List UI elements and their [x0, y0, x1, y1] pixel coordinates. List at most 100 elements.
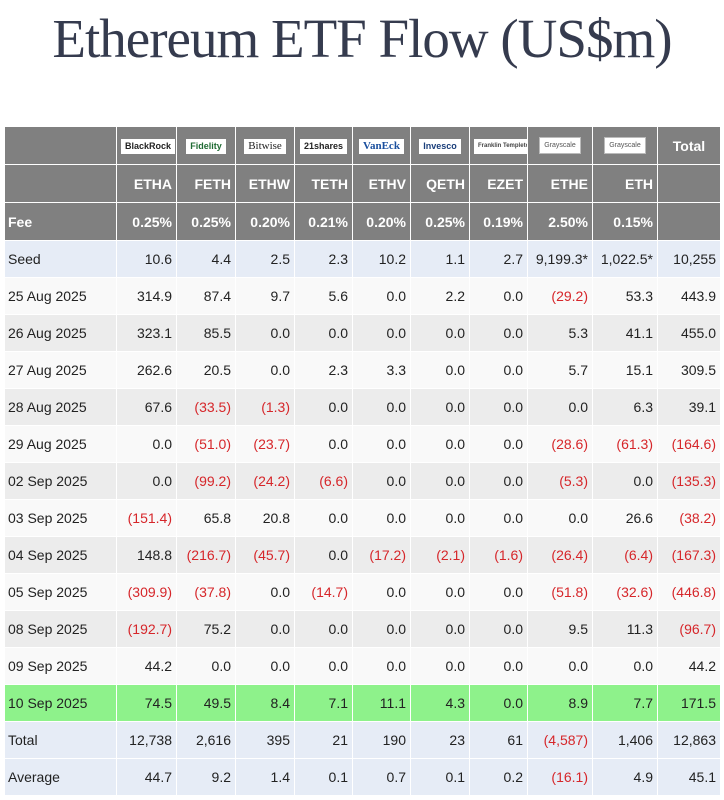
row-label: 28 Aug 2025 — [4, 388, 117, 426]
flow-cell: (24.2) — [235, 462, 295, 500]
flow-cell: 0.0 — [294, 499, 353, 537]
flow-cell: 0.0 — [235, 610, 295, 648]
fee-cell: 0.20% — [235, 202, 295, 241]
flow-cell: 0.0 — [469, 314, 528, 352]
total-cell: 309.5 — [657, 351, 721, 389]
etf-flow-table: BlackRock Fidelity Bitwise 21shares VanE… — [4, 126, 721, 796]
fidelity-logo: Fidelity — [176, 126, 236, 165]
flow-cell: 1,022.5* — [592, 240, 658, 278]
flow-cell: 0.1 — [410, 758, 470, 796]
flow-cell: 0.0 — [469, 425, 528, 463]
total-cell: 45.1 — [657, 758, 721, 796]
table-row: 29 Aug 2025 0.0 (51.0) (23.7) 0.0 0.0 0.0 0.0 (2… — [4, 425, 721, 463]
issuer-logo-row: BlackRock Fidelity Bitwise 21shares VanE… — [4, 126, 721, 165]
table-row: 25 Aug 2025 314.9 87.4 9.7 5.6 0.0 2.2 0.0 (29.2… — [4, 277, 721, 315]
ticker-ezet: EZET — [469, 164, 528, 203]
bitwise-logo: Bitwise — [235, 126, 295, 165]
total-cell: (446.8) — [657, 573, 721, 611]
ticker-eth: ETH — [592, 164, 658, 203]
flow-cell: 0.0 — [235, 573, 295, 611]
fee-cell: 0.21% — [294, 202, 353, 241]
flow-cell: 20.8 — [235, 499, 295, 537]
total-header: Total — [657, 126, 721, 165]
flow-cell: 2,616 — [176, 721, 236, 759]
total-cell: (38.2) — [657, 499, 721, 537]
flow-cell: 15.1 — [592, 351, 658, 389]
fee-cell: 0.25% — [116, 202, 177, 241]
flow-cell: 12,738 — [116, 721, 177, 759]
flow-cell: 0.0 — [469, 684, 528, 722]
flow-cell: 53.3 — [592, 277, 658, 315]
flow-cell: 4.4 — [176, 240, 236, 278]
flow-cell: 0.0 — [469, 351, 528, 389]
flow-cell: (14.7) — [294, 573, 353, 611]
fee-label: Fee — [4, 202, 117, 241]
21shares-logo: 21shares — [294, 126, 353, 165]
flow-cell: 67.6 — [116, 388, 177, 426]
flow-cell: 0.0 — [294, 647, 353, 685]
flow-cell: 0.0 — [592, 462, 658, 500]
seed-row: Seed 10.6 4.4 2.5 2.3 10.2 1.1 2.7 9,199.3* 1,022… — [4, 240, 721, 278]
flow-cell: (45.7) — [235, 536, 295, 574]
flow-cell: 5.6 — [294, 277, 353, 315]
flow-cell: 0.2 — [469, 758, 528, 796]
flow-cell: (23.7) — [235, 425, 295, 463]
flow-cell: 11.1 — [352, 684, 411, 722]
total-cell: 171.5 — [657, 684, 721, 722]
total-cell: 455.0 — [657, 314, 721, 352]
page-title: Ethereum ETF Flow (US$m) — [52, 8, 672, 69]
flow-cell: 2.3 — [294, 240, 353, 278]
flow-cell: 0.0 — [410, 351, 470, 389]
total-cell: (135.3) — [657, 462, 721, 500]
ticker-feth: FETH — [176, 164, 236, 203]
total-cell: 39.1 — [657, 388, 721, 426]
flow-cell: 323.1 — [116, 314, 177, 352]
flow-cell: (6.4) — [592, 536, 658, 574]
flow-cell: 10.2 — [352, 240, 411, 278]
row-label: 25 Aug 2025 — [4, 277, 117, 315]
row-label: Average — [4, 758, 117, 796]
flow-cell: 8.4 — [235, 684, 295, 722]
flow-cell: (33.5) — [176, 388, 236, 426]
flow-cell: 87.4 — [176, 277, 236, 315]
flow-cell: 9.2 — [176, 758, 236, 796]
flow-cell: 0.0 — [352, 425, 411, 463]
flow-cell: (32.6) — [592, 573, 658, 611]
total-cell: (167.3) — [657, 536, 721, 574]
flow-cell: (29.2) — [527, 277, 593, 315]
flow-cell: (99.2) — [176, 462, 236, 500]
row-label: 04 Sep 2025 — [4, 536, 117, 574]
flow-cell: 0.0 — [352, 610, 411, 648]
flow-footer: Total 12,738 2,616 395 21 190 23 61 (4,587) 1,406… — [4, 721, 721, 796]
ticker-ethv: ETHV — [352, 164, 411, 203]
flow-cell: 5.3 — [527, 314, 593, 352]
flow-cell: (28.6) — [527, 425, 593, 463]
row-label: 05 Sep 2025 — [4, 573, 117, 611]
flow-cell: 9.5 — [527, 610, 593, 648]
row-label: 26 Aug 2025 — [4, 314, 117, 352]
flow-cell: 0.0 — [294, 536, 353, 574]
table-row: 03 Sep 2025 (151.4) 65.8 20.8 0.0 0.0 0.0 0.0 0.… — [4, 499, 721, 537]
flow-cell: (61.3) — [592, 425, 658, 463]
ticker-row: ETHA FETH ETHW TETH ETHV QETH EZET ETHE … — [4, 164, 721, 203]
flow-cell: 2.7 — [469, 240, 528, 278]
row-label: 03 Sep 2025 — [4, 499, 117, 537]
flow-cell: 0.0 — [410, 388, 470, 426]
flow-cell: 0.0 — [410, 647, 470, 685]
highlighted-row: 10 Sep 2025 74.5 49.5 8.4 7.1 11.1 4.3 0.0 8.9 7.… — [4, 684, 721, 722]
flow-cell: 190 — [352, 721, 411, 759]
flow-cell: 75.2 — [176, 610, 236, 648]
total-cell: 443.9 — [657, 277, 721, 315]
flow-cell: 0.0 — [527, 499, 593, 537]
flow-cell: 23 — [410, 721, 470, 759]
ticker-teth: TETH — [294, 164, 353, 203]
flow-cell: 7.7 — [592, 684, 658, 722]
average-row: Average 44.7 9.2 1.4 0.1 0.7 0.1 0.2 (16.1) 4.9 45… — [4, 758, 721, 796]
flow-cell: (4,587) — [527, 721, 593, 759]
fee-cell: 0.25% — [410, 202, 470, 241]
fee-cell: 0.20% — [352, 202, 411, 241]
ticker-etha: ETHA — [116, 164, 177, 203]
flow-cell: 0.0 — [469, 573, 528, 611]
fee-cell: 0.25% — [176, 202, 236, 241]
flow-cell: 395 — [235, 721, 295, 759]
